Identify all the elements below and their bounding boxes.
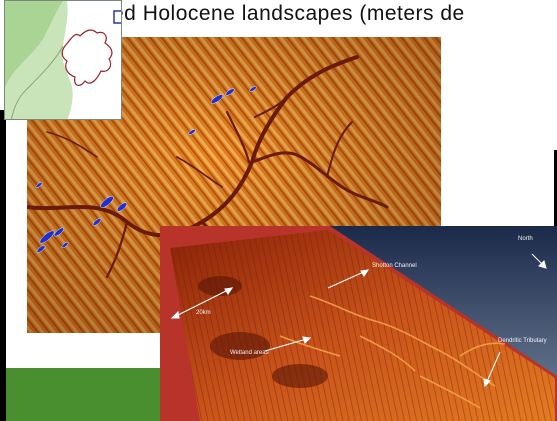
- low-depth-patches: [35, 86, 257, 253]
- inset-map-drawing: [5, 1, 121, 119]
- slide-title: ed Holocene landscapes (meters de: [77, 0, 465, 26]
- oblique-view-drawing: [160, 226, 557, 421]
- left-edge-bar: [0, 110, 6, 421]
- shotton-channel-label: Shotton Channel: [372, 263, 417, 269]
- inset-location-map: [4, 0, 122, 120]
- north-label: North: [518, 236, 533, 242]
- locator-box-icon: [113, 10, 121, 24]
- wetland-areas-label: Wetland areas: [230, 350, 269, 356]
- slide-title-text: ed Holocene landscapes (meters de: [112, 2, 465, 25]
- scale-label: 20km: [196, 310, 211, 316]
- dendritic-tributary-label: Dendritic Tributary: [498, 338, 547, 344]
- study-area-boundary: [61, 29, 113, 86]
- oblique-3d-view: North Shotton Channel 20km Wetland areas…: [160, 226, 557, 421]
- north-arrow-icon: [531, 253, 547, 269]
